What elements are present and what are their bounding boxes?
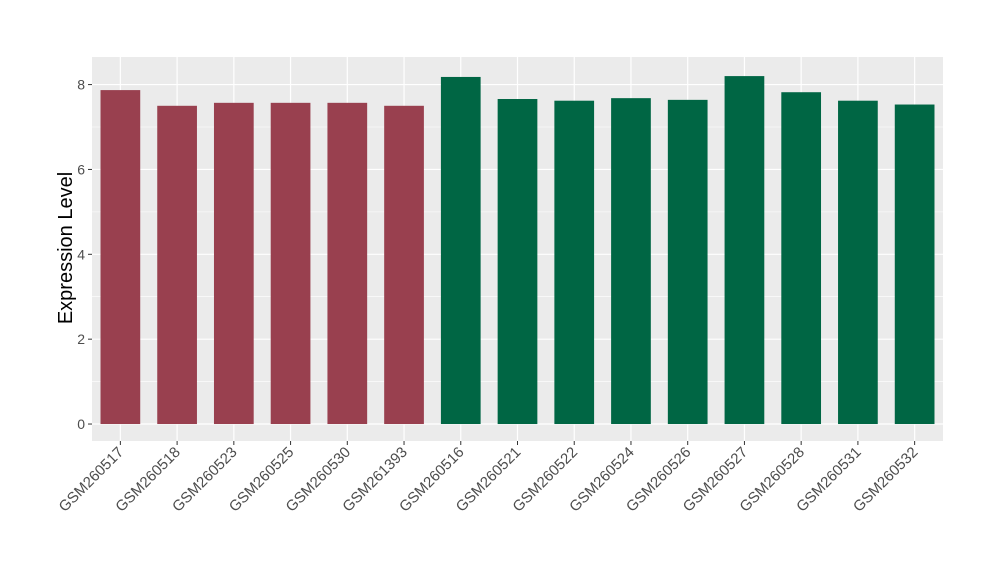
bar-GSM260530 bbox=[327, 102, 368, 425]
bar-GSM260518 bbox=[157, 105, 197, 425]
bar-GSM260516 bbox=[440, 76, 481, 425]
bar-GSM261393 bbox=[384, 105, 424, 425]
bar-GSM260524 bbox=[611, 98, 651, 425]
bars-group bbox=[100, 76, 935, 425]
y-tick-label: 6 bbox=[77, 161, 85, 177]
x-axis-ticks: GSM260517GSM260518GSM260523GSM260525GSM2… bbox=[56, 441, 921, 515]
y-tick-label: 4 bbox=[77, 246, 85, 262]
bar-GSM260525 bbox=[270, 102, 311, 425]
bar-GSM260532 bbox=[894, 104, 935, 425]
bar-GSM260522 bbox=[554, 100, 595, 425]
bar-GSM260528 bbox=[781, 92, 822, 425]
bar-GSM260531 bbox=[838, 100, 878, 425]
bar-GSM260523 bbox=[213, 102, 254, 425]
bar-GSM260517 bbox=[100, 90, 141, 425]
y-axis-ticks: 0 2 4 6 8 bbox=[77, 77, 92, 432]
y-tick-label: 2 bbox=[77, 331, 85, 347]
y-axis-title: Expression Level bbox=[55, 172, 77, 324]
y-tick-label: 0 bbox=[77, 416, 85, 432]
bar-GSM260521 bbox=[497, 99, 538, 425]
y-tick-label: 8 bbox=[77, 77, 85, 93]
bar-GSM260526 bbox=[667, 99, 708, 425]
bar-GSM260527 bbox=[724, 76, 765, 425]
